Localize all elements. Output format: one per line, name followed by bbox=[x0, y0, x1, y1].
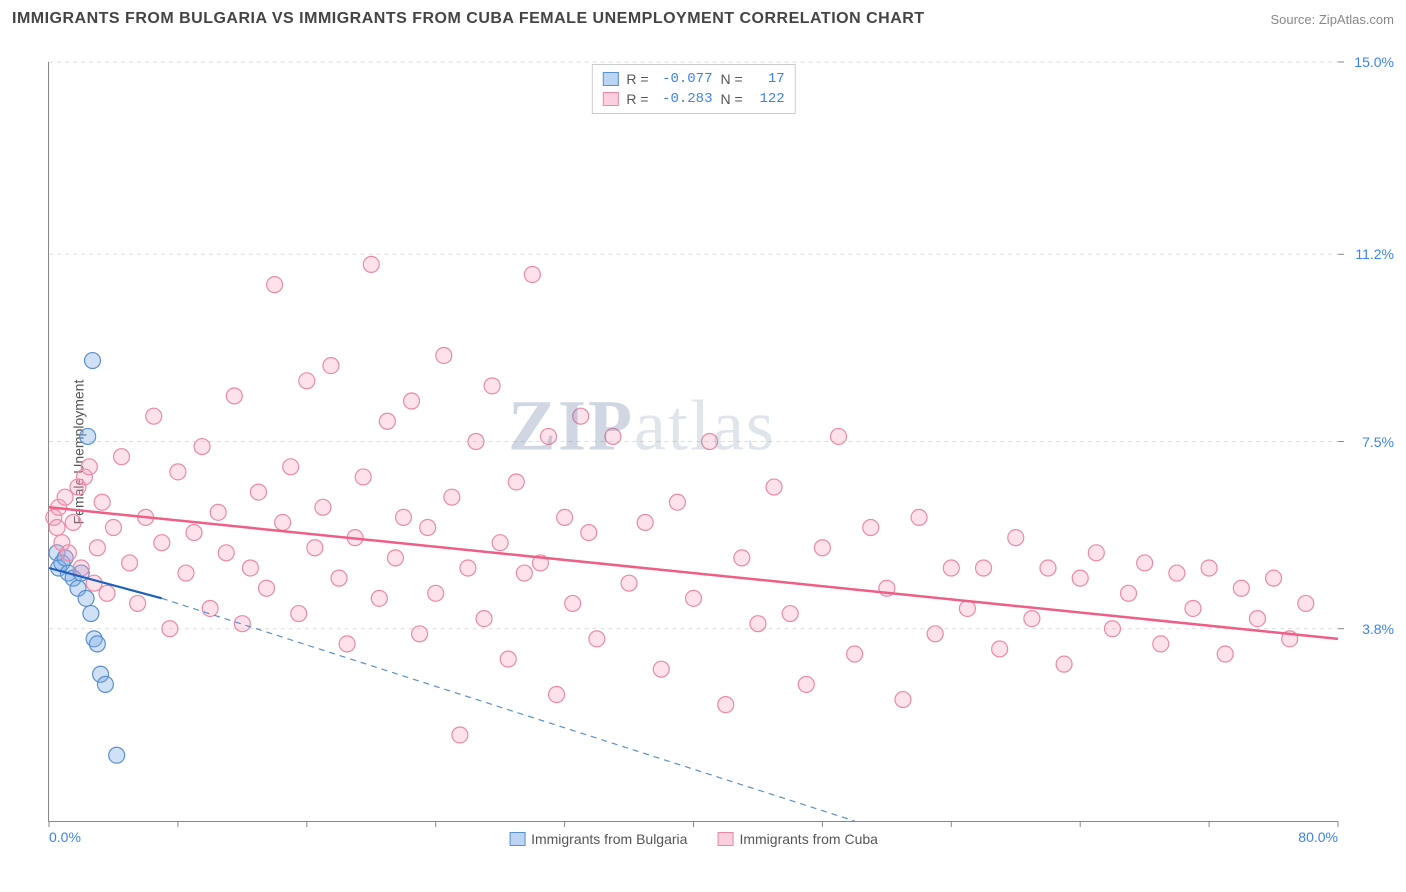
swatch-pink-icon bbox=[717, 832, 733, 846]
n-value-blue: 17 bbox=[751, 69, 785, 89]
series-label-cuba: Immigrants from Cuba bbox=[739, 831, 877, 847]
series-item-bulgaria: Immigrants from Bulgaria bbox=[509, 831, 687, 847]
source-prefix: Source: bbox=[1270, 12, 1318, 27]
ytick-11: 11.2% bbox=[1355, 246, 1394, 262]
chart-area: Female Unemployment ZIPatlas R = -0.077 … bbox=[0, 42, 1406, 862]
plot-svg bbox=[49, 62, 1338, 821]
n-label: N = bbox=[721, 89, 743, 109]
n-value-pink: 122 bbox=[751, 89, 785, 109]
swatch-pink bbox=[602, 92, 618, 106]
r-value-pink: -0.283 bbox=[657, 89, 713, 109]
source-name: ZipAtlas.com bbox=[1319, 12, 1394, 27]
n-label: N = bbox=[721, 69, 743, 89]
ytick-7: 7.5% bbox=[1362, 434, 1394, 450]
swatch-blue bbox=[602, 72, 618, 86]
legend-row-cuba: R = -0.283 N = 122 bbox=[602, 89, 784, 109]
series-item-cuba: Immigrants from Cuba bbox=[717, 831, 877, 847]
xtick-left: 0.0% bbox=[49, 829, 81, 845]
r-label: R = bbox=[626, 69, 648, 89]
plot-region: ZIPatlas R = -0.077 N = 17 R = -0.283 N … bbox=[48, 62, 1338, 822]
xtick-right: 80.0% bbox=[1298, 829, 1338, 845]
series-legend: Immigrants from Bulgaria Immigrants from… bbox=[509, 831, 878, 847]
chart-title: IMMIGRANTS FROM BULGARIA VS IMMIGRANTS F… bbox=[12, 10, 925, 27]
r-label: R = bbox=[626, 89, 648, 109]
chart-source: Source: ZipAtlas.com bbox=[1270, 12, 1394, 27]
ytick-15: 15.0% bbox=[1354, 54, 1394, 70]
r-value-blue: -0.077 bbox=[657, 69, 713, 89]
series-label-bulgaria: Immigrants from Bulgaria bbox=[531, 831, 687, 847]
swatch-blue-icon bbox=[509, 832, 525, 846]
legend-row-bulgaria: R = -0.077 N = 17 bbox=[602, 69, 784, 89]
chart-header: IMMIGRANTS FROM BULGARIA VS IMMIGRANTS F… bbox=[12, 10, 1394, 38]
correlation-legend: R = -0.077 N = 17 R = -0.283 N = 122 bbox=[591, 64, 795, 114]
ytick-3: 3.8% bbox=[1362, 621, 1394, 637]
